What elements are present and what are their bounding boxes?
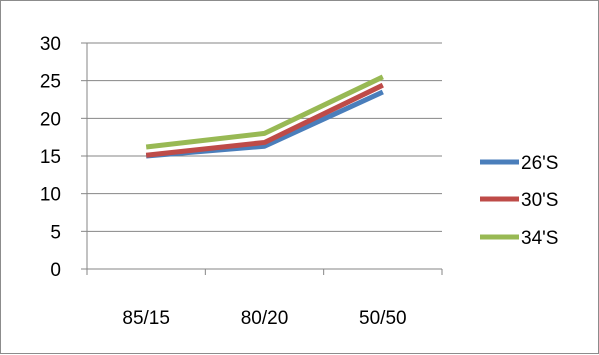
y-tick-label: 15 [40,147,61,168]
y-tick-label: 5 [50,222,61,243]
y-tick-label: 20 [40,109,61,130]
series-line-2 [145,82,384,158]
x-axis: 85/15 80/20 50/50 [86,269,443,329]
x-category-label: 50/50 [359,308,407,329]
series-line-3 [145,74,384,150]
legend-label-1: 26'S [521,153,558,174]
gridlines [87,42,442,270]
y-tick-label: 0 [50,260,61,281]
legend-label-3: 34'S [521,228,558,249]
x-category-label: 80/20 [241,308,289,329]
legend: 26'S 30'S 34'S [480,153,558,249]
legend-label-2: 30'S [521,190,558,211]
y-tick-label: 30 [40,34,61,55]
y-tick-label: 10 [40,185,61,206]
x-category-label: 85/15 [122,308,170,329]
y-axis: 0 5 10 15 20 25 30 [40,34,88,281]
series-lines [145,74,384,159]
y-tick-label: 25 [40,72,61,93]
